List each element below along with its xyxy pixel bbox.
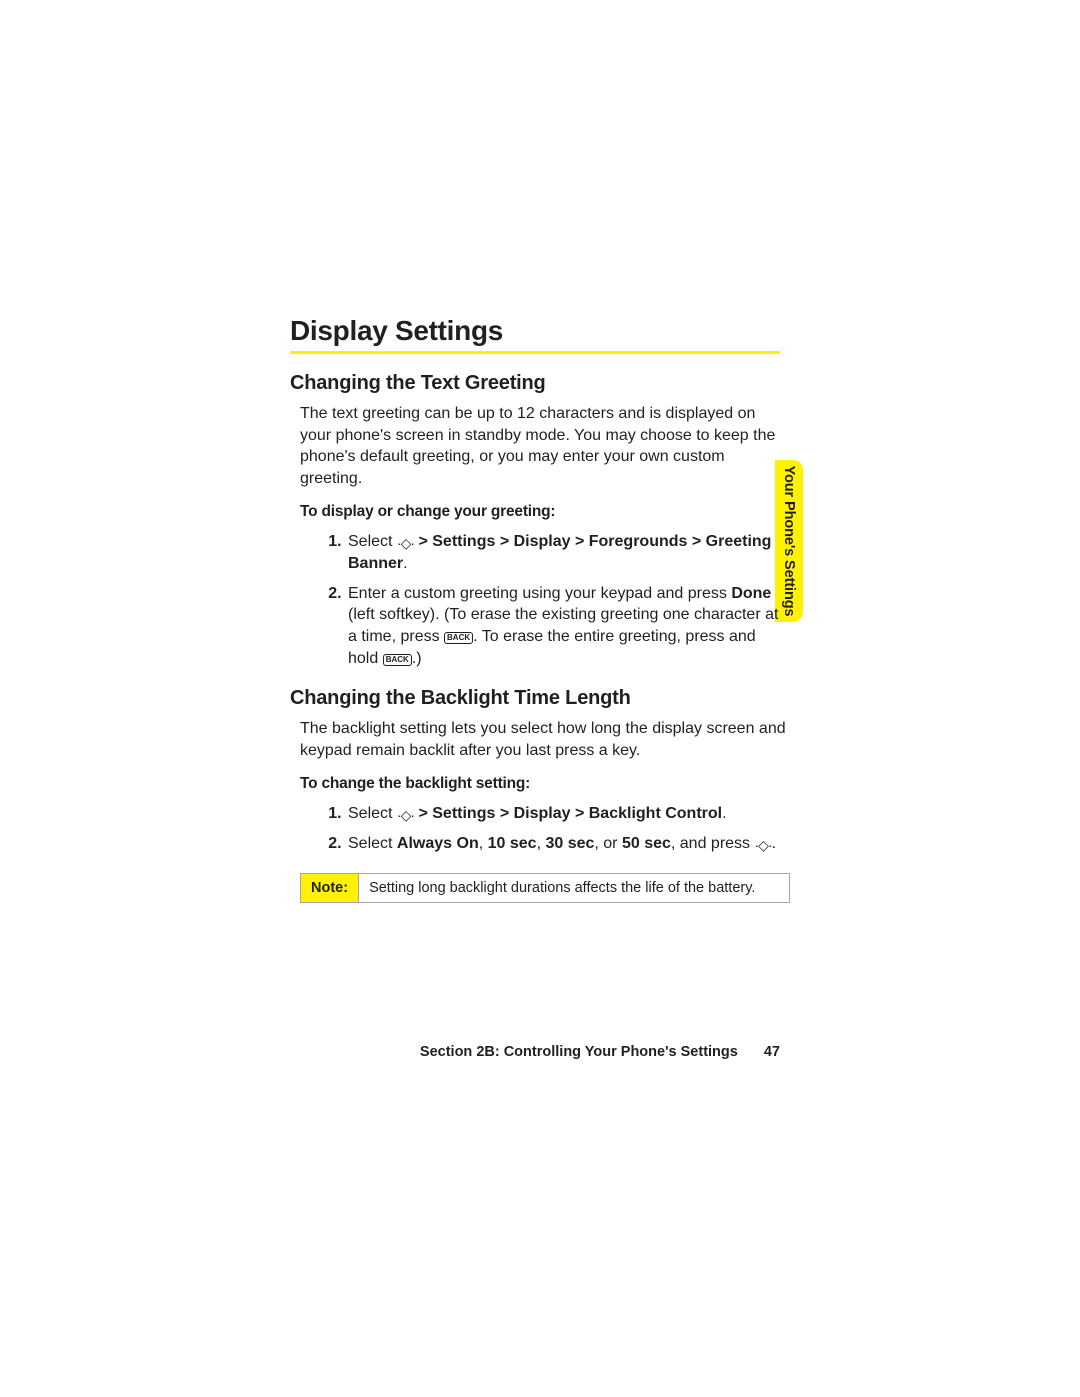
content-area: Display Settings Changing the Text Greet… [290,315,800,903]
page: Your Phone's Settings Display Settings C… [0,0,1080,1397]
heading-text-greeting: Changing the Text Greeting [290,372,800,395]
back-key-icon: BACK [383,654,412,666]
footer-section: Section 2B: Controlling Your Phone's Set… [420,1044,738,1060]
note-box: Note: Setting long backlight durations a… [300,873,790,903]
step-item: Select ·◇· > Settings > Display > Backli… [346,803,790,825]
back-key-icon: BACK [444,632,473,644]
lead-backlight: To change the backlight setting: [300,775,790,793]
b-step2-a: Select [348,835,397,852]
b-step2-c: . [772,835,776,852]
b-step1-suffix: . [722,805,726,822]
page-footer: Section 2B: Controlling Your Phone's Set… [290,1044,780,1060]
b-step1-prefix: Select [348,805,397,822]
step-item: Select Always On, 10 sec, 30 sec, or 50 … [346,833,790,855]
step2-a: Enter a custom greeting using your keypa… [348,585,731,602]
title-underline [290,351,780,354]
lead-text-greeting: To display or change your greeting: [300,503,790,521]
step2-d: .) [412,650,422,667]
or: , or [594,835,622,852]
step-item: Enter a custom greeting using your keypa… [346,583,790,669]
step2-done: Done [731,585,771,602]
page-number: 47 [764,1044,780,1060]
opt-10sec: 10 sec [488,835,537,852]
opt-30sec: 30 sec [545,835,594,852]
note-text: Setting long backlight durations affects… [359,874,789,902]
opt-50sec: 50 sec [622,835,671,852]
nav-key-icon: ·◇· [397,806,414,825]
step-item: Select ·◇· > Settings > Display > Foregr… [346,531,790,574]
b-step1-path: > Settings > Display > Backlight Control [414,805,722,822]
intro-backlight: The backlight setting lets you select ho… [300,718,790,761]
nav-key-icon: ·◇· [755,836,772,855]
step1-prefix: Select [348,533,397,550]
heading-backlight: Changing the Backlight Time Length [290,687,800,710]
sep: , [479,835,488,852]
steps-backlight: Select ·◇· > Settings > Display > Backli… [300,803,790,855]
steps-text-greeting: Select ·◇· > Settings > Display > Foregr… [300,531,790,669]
step1-suffix: . [403,555,407,572]
nav-key-icon: ·◇· [397,534,414,553]
note-label: Note: [301,874,359,902]
intro-text-greeting: The text greeting can be up to 12 charac… [300,403,790,489]
page-title: Display Settings [290,315,800,347]
b-step2-b: , and press [671,835,755,852]
opt-always-on: Always On [397,835,479,852]
